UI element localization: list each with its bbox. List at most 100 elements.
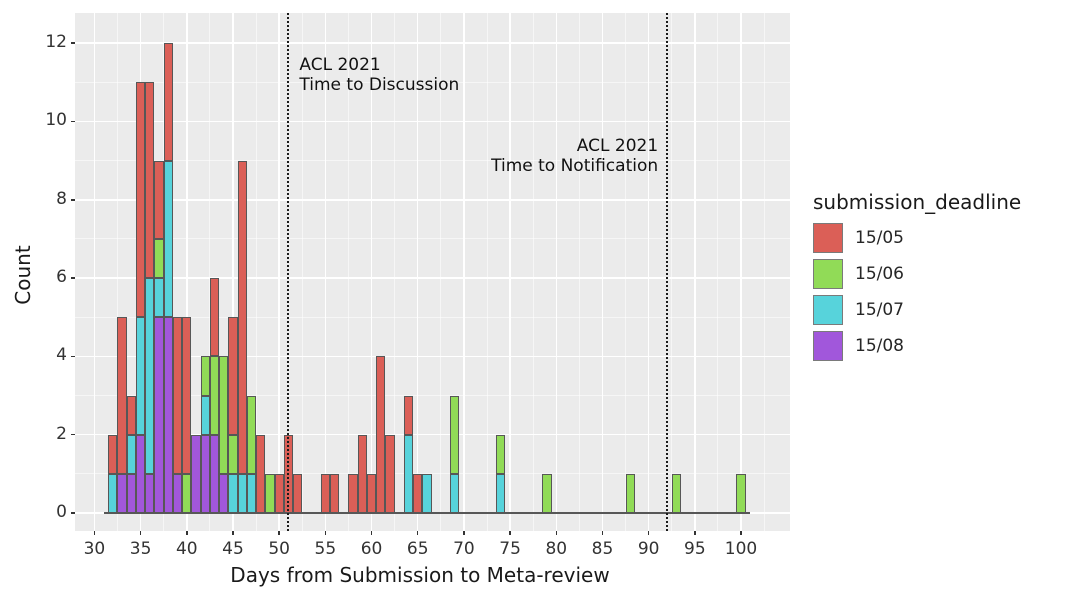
- bar-segment-15-06: [625, 473, 635, 513]
- bar-segment-15-05: [385, 434, 395, 513]
- legend-swatch-15-05: [813, 222, 843, 253]
- legend-swatch-15-07: [813, 294, 843, 325]
- bar-segment-15-05: [329, 473, 340, 513]
- bar-segment-15-07: [237, 473, 247, 513]
- gridline-x-major: [416, 13, 419, 531]
- x-tick-mark: [647, 531, 650, 535]
- gridline-x-minor: [578, 13, 580, 531]
- vline-time-to-notification: [666, 13, 669, 531]
- legend-swatch-15-06: [813, 258, 843, 289]
- gridline-y-minor: [75, 238, 790, 240]
- bar-segment-15-07: [450, 473, 460, 513]
- bar-segment-15-05: [403, 395, 414, 435]
- x-tick-mark: [93, 531, 96, 535]
- y-tick-label: 12: [45, 32, 67, 53]
- gridline-y-major: [75, 355, 790, 358]
- x-tick-mark: [139, 531, 142, 535]
- histogram-baseline: [103, 512, 751, 514]
- y-tick-mark: [71, 42, 75, 44]
- gridline-y-minor: [75, 316, 790, 318]
- bar-segment-15-05: [108, 434, 118, 474]
- x-tick-label: 35: [129, 539, 152, 559]
- bar-segment-15-07: [108, 473, 118, 513]
- gridline-x-major: [186, 13, 188, 531]
- bar-segment-15-07: [422, 473, 432, 513]
- x-tick-mark: [324, 531, 327, 535]
- bar-segment-15-05: [320, 473, 330, 513]
- bar-segment-15-05: [172, 317, 183, 474]
- annotation-line: Time to Discussion: [299, 75, 460, 95]
- gridline-x-minor: [440, 13, 442, 531]
- bar-segment-15-05: [348, 473, 358, 513]
- bar-segment-15-05: [126, 395, 136, 435]
- y-tick-mark: [71, 277, 75, 279]
- gridline-x-major: [232, 13, 234, 531]
- x-tick-mark: [694, 531, 696, 535]
- x-tick-label: 90: [637, 539, 660, 559]
- y-tick-label: 0: [56, 501, 67, 522]
- gridline-x-minor: [347, 13, 349, 531]
- bar-segment-15-05: [182, 317, 192, 474]
- bar-segment-15-08: [172, 473, 183, 513]
- bar-segment-15-06: [542, 473, 552, 513]
- x-tick-mark: [232, 531, 234, 535]
- bar-segment-15-07: [126, 434, 136, 474]
- gridline-x-minor: [301, 13, 303, 531]
- gridline-x-major: [463, 13, 465, 531]
- gridline-y-minor: [75, 81, 790, 83]
- y-tick-mark: [71, 433, 75, 436]
- legend-items: 15/05 15/06 15/07 15/08: [813, 222, 1021, 361]
- gridline-x-minor: [394, 13, 396, 531]
- x-tick-mark: [601, 531, 604, 535]
- gridline-y-major: [75, 120, 790, 123]
- gridline-x-major: [509, 13, 511, 531]
- gridline-x-minor: [255, 13, 257, 531]
- bar-segment-15-07: [145, 278, 155, 474]
- bar-segment-15-06: [496, 434, 506, 474]
- gridline-y-major: [75, 42, 790, 44]
- bar-segment-15-06: [246, 395, 257, 474]
- bar-segment-15-08: [117, 473, 127, 513]
- x-tick-mark: [463, 531, 465, 535]
- x-tick-label: 40: [175, 539, 198, 559]
- x-tick-mark: [186, 531, 188, 535]
- legend: submission_deadline 15/05 15/06 15/07 15/08: [813, 190, 1021, 366]
- y-tick-label: 8: [56, 188, 67, 209]
- y-tick-mark: [71, 199, 75, 201]
- annotation-line: ACL 2021: [576, 136, 659, 156]
- bar-segment-15-05: [366, 473, 377, 513]
- gridline-x-minor: [625, 13, 627, 531]
- x-tick-mark: [416, 531, 419, 535]
- gridline-y-major: [75, 277, 790, 279]
- bar-segment-15-05: [228, 317, 238, 435]
- bar-segment-15-05: [154, 160, 164, 239]
- bar-segment-15-08: [200, 434, 210, 513]
- bar-segment-15-05: [237, 160, 247, 474]
- bar-segment-15-07: [135, 317, 146, 435]
- gridline-x-minor: [671, 13, 673, 531]
- gridline-x-major: [740, 13, 742, 531]
- gridline-y-minor: [75, 160, 790, 162]
- bar-segment-15-07: [154, 278, 164, 318]
- y-axis-title: Count: [11, 245, 35, 305]
- x-tick-label: 75: [499, 539, 521, 559]
- gridline-x-major: [555, 13, 558, 531]
- gridline-x-minor: [532, 13, 534, 531]
- x-tick-label: 65: [406, 539, 429, 559]
- bar-segment-15-05: [145, 82, 155, 279]
- bar-segment-15-08: [219, 473, 229, 513]
- x-tick-label: 50: [268, 539, 290, 559]
- x-tick-label: 85: [591, 539, 614, 559]
- gridline-x-minor: [763, 13, 765, 531]
- legend-label: 15/07: [855, 299, 904, 320]
- bar-segment-15-08: [154, 317, 164, 513]
- legend-item-15-06: 15/06: [813, 258, 1021, 289]
- legend-item-15-08: 15/08: [813, 330, 1021, 361]
- bar-segment-15-08: [191, 434, 201, 513]
- x-tick-mark: [509, 531, 511, 535]
- y-tick-label: 10: [45, 110, 67, 131]
- bar-segment-15-05: [117, 317, 127, 474]
- bar-segment-15-06: [228, 434, 238, 474]
- gridline-y-major: [75, 199, 790, 201]
